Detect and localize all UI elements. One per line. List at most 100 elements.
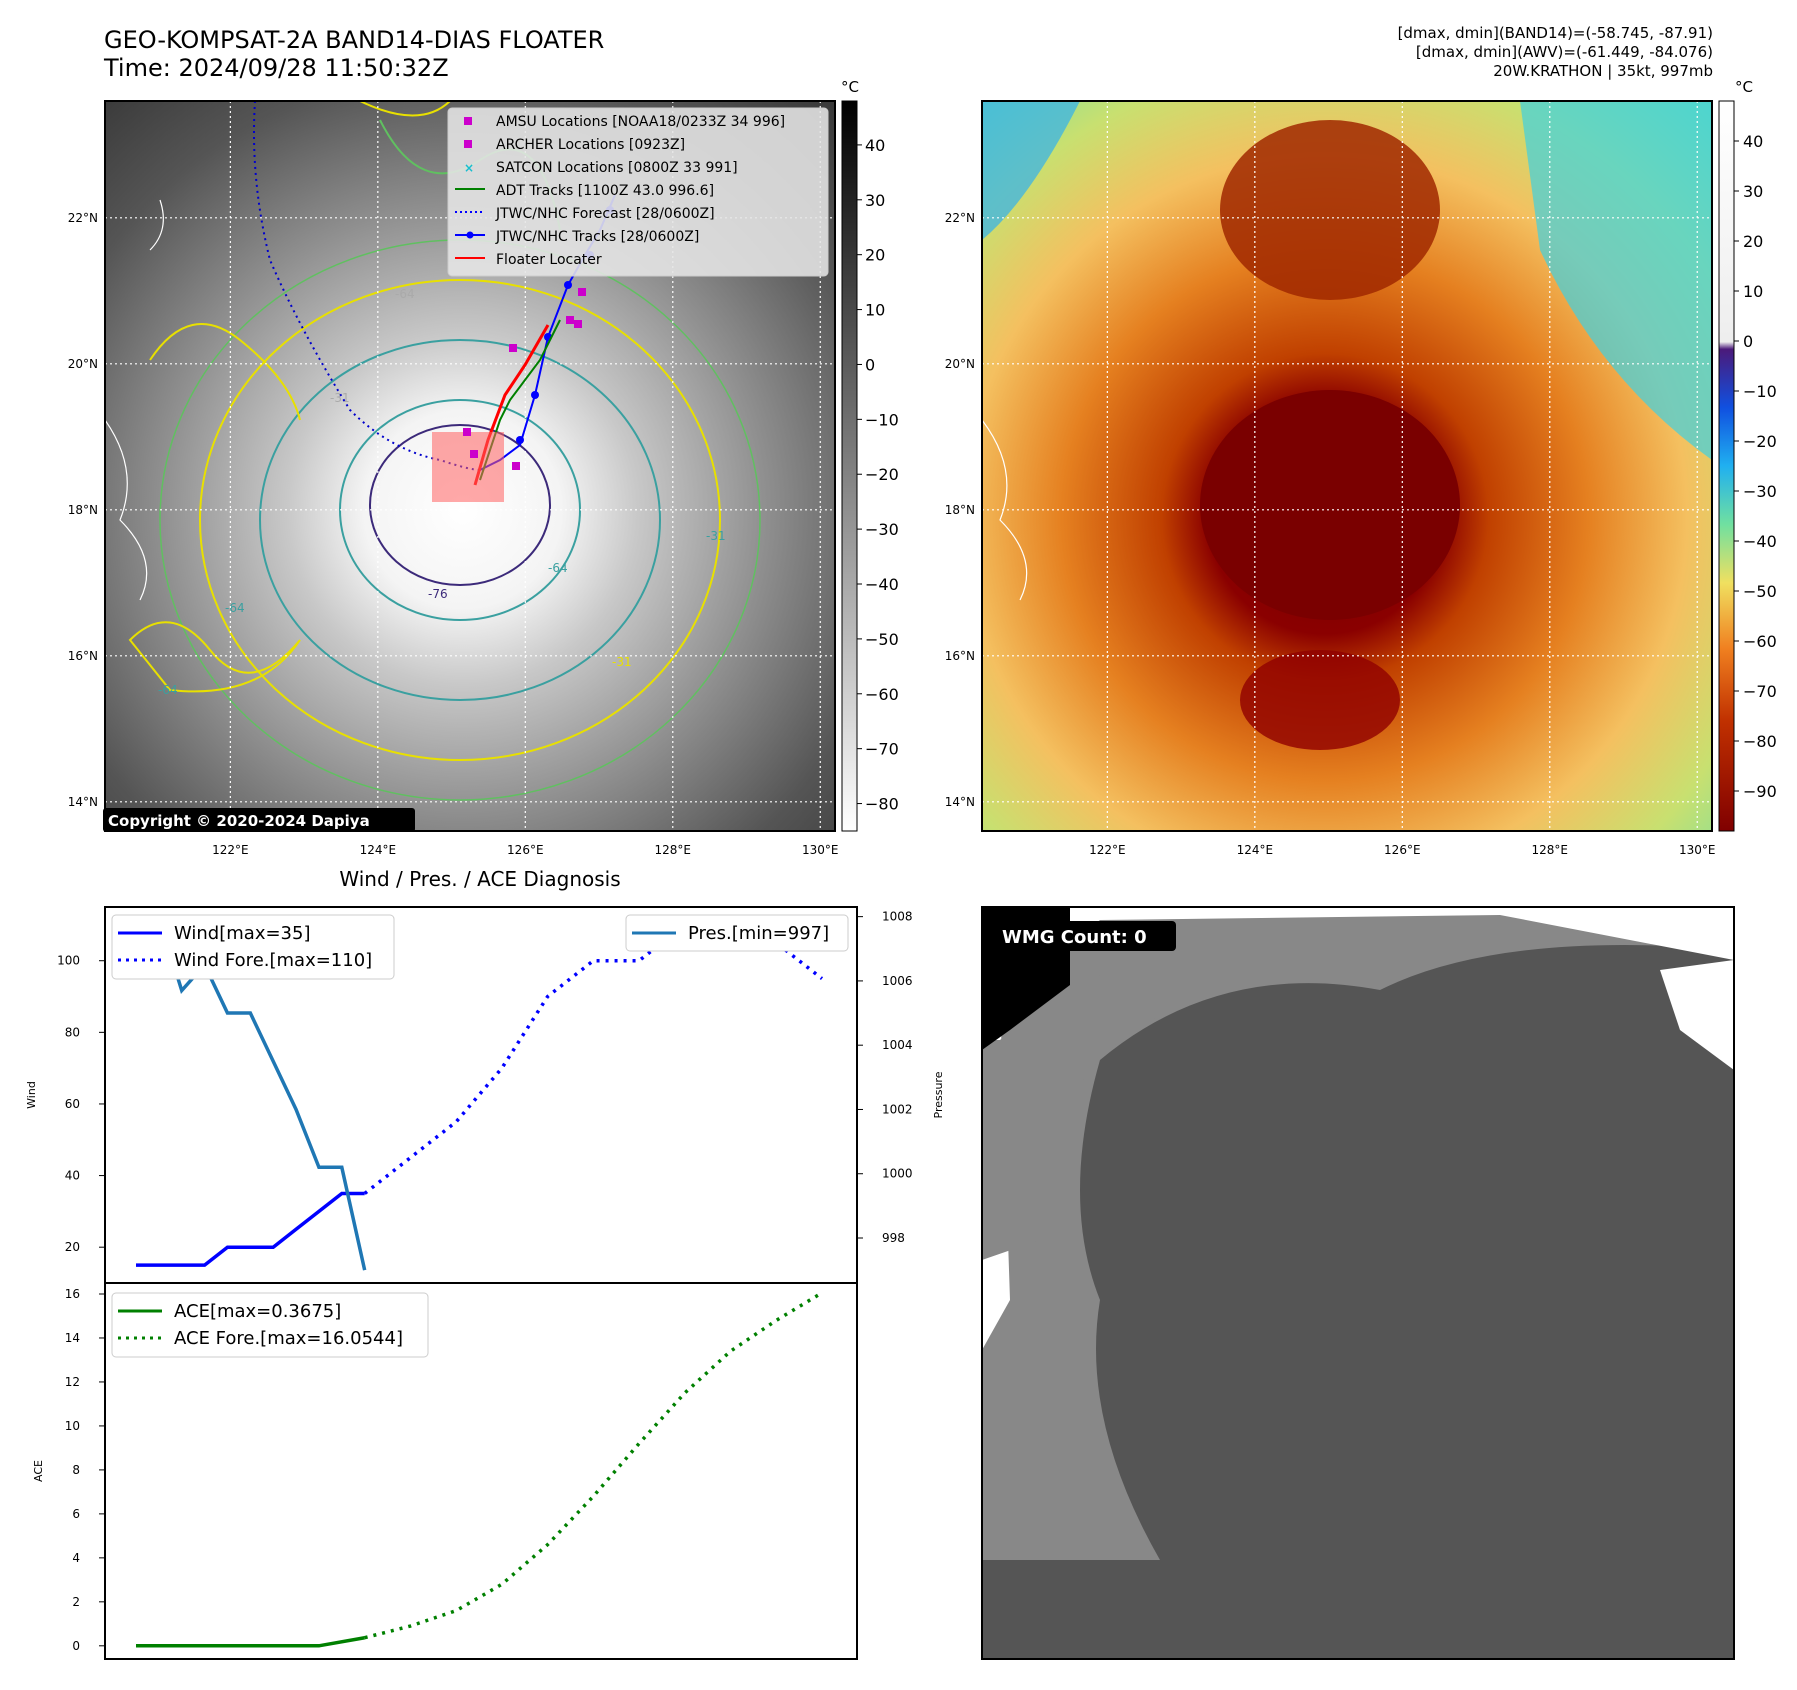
jtwc-forecast-track: [253, 100, 481, 471]
wind-tick-label: 40: [65, 1169, 80, 1183]
map-legend: × AMSU Locations [NOAA18/0233Z 34 996] A…: [447, 107, 829, 277]
awv-colorbar-unit: °C: [1735, 78, 1753, 96]
wmg-count-box: [994, 921, 1176, 951]
legend-marker-satcon: ×: [464, 161, 474, 175]
legend-label-floater: Floater Locater: [496, 252, 602, 268]
copyright-box: [103, 808, 415, 832]
gray-colorbar-tick: −50: [865, 630, 899, 649]
gray-colorbar-tick: 40: [865, 136, 885, 155]
awv-colorbar-tick: 0: [1743, 332, 1753, 351]
legend-marker-amsu: [464, 117, 472, 125]
wind-pressure-chart: Wind / Pres. / ACE Diagnosis Wind Pressu…: [25, 867, 945, 1284]
legend-windfore-label: Wind Fore.[max=110]: [174, 950, 372, 971]
lat-tick-label: 16°N: [945, 649, 975, 663]
wind-legend: Wind[max=35] Wind Fore.[max=110] Pres.[m…: [111, 914, 849, 980]
wind-tick-label: 20: [65, 1240, 80, 1254]
gray-colorbar-tick: −40: [865, 575, 899, 594]
contour-label: -64: [158, 683, 178, 697]
legend-pressure-label: Pres.[min=997]: [688, 923, 829, 944]
ir-map-frame: [104, 100, 836, 832]
wind-ylabel: Wind: [25, 1081, 38, 1109]
awv-colorbar-tick: −50: [1743, 582, 1777, 601]
lon-tick-label: 124°E: [1237, 843, 1274, 857]
contour-label: -64: [395, 287, 415, 301]
contour-label: -31: [706, 529, 726, 543]
ace-tick-label: 4: [72, 1551, 80, 1565]
legend-ace-label: ACE[max=0.3675]: [174, 1301, 341, 1322]
pressure-tick-label: 1006: [882, 974, 913, 988]
ace-ylabel: ACE: [32, 1460, 45, 1482]
lon-tick-label: 128°E: [1532, 843, 1569, 857]
wind-tick-label: 100: [57, 954, 80, 968]
lon-tick-label: 124°E: [360, 843, 397, 857]
wmg-count-label: WMG Count: 0: [1002, 927, 1147, 948]
ace-series-line-0: [136, 1636, 365, 1648]
gray-colorbar-tick: −70: [865, 740, 899, 759]
legend-wind-label: Wind[max=35]: [174, 923, 311, 944]
gray-colorbar-tick: 0: [865, 355, 875, 374]
gray-colorbar-tick: 10: [865, 301, 885, 320]
series-line-0: [136, 1191, 365, 1267]
lat-tick-label: 22°N: [945, 211, 975, 225]
ace-tick-label: 8: [72, 1463, 80, 1477]
gray-colorbar-tick: −80: [865, 795, 899, 814]
ace-tick-label: 6: [72, 1507, 80, 1521]
gray-colorbar: °C 40 30 20 10 0 −10 −20 −30 −40 −50 −60 −70 −80: [841, 78, 899, 832]
lon-tick-label: 130°E: [802, 843, 839, 857]
awv-map-frame: [981, 100, 1713, 832]
legend-label-archer: ARCHER Locations [0923Z]: [496, 137, 685, 153]
legend-label-tracks: JTWC/NHC Tracks [28/0600Z]: [495, 229, 699, 245]
stats-block: [dmax, dmin](BAND14)=(-58.745, -87.91) […: [1398, 24, 1713, 81]
awv-colorbar-tick: −20: [1743, 432, 1777, 451]
lat-tick-label: 18°N: [945, 503, 975, 517]
awv-colorbar-tick: −30: [1743, 482, 1777, 501]
lon-tick-label: 122°E: [212, 843, 249, 857]
ace-tick-label: 2: [72, 1595, 80, 1609]
gray-colorbar-tick: 30: [865, 191, 885, 210]
pressure-tick-label: 1002: [882, 1102, 913, 1116]
contour-label: -64: [548, 561, 568, 575]
gray-colorbar-tick: −30: [865, 520, 899, 539]
ir-map-panel: -64 -76 -64 -31 -64 -31 -31 -64 Copyrigh…: [103, 100, 836, 832]
wmg-frame: [981, 906, 1735, 1660]
gray-colorbar-unit: °C: [841, 78, 859, 96]
pressure-tick-label: 998: [882, 1231, 905, 1245]
contour-label: -31: [612, 655, 632, 669]
wind-tick-label: 60: [65, 1097, 80, 1111]
contour-label: -76: [428, 587, 448, 601]
lat-tick-label: 20°N: [945, 357, 975, 371]
awv-colorbar: °C 40 30 20 10 0 −10 −20 −30 −40 −50 −60 −70 −80 −90: [1718, 78, 1777, 832]
map-axis-ticks: 22°N 22°N 20°N 20°N 18°N 18°N 16°N 16°N 14°N 14°N…: [68, 211, 1716, 857]
awv-map-gridlines: [982, 101, 1712, 831]
lon-tick-label: 126°E: [507, 843, 544, 857]
awv-colorbar-tick: −70: [1743, 682, 1777, 701]
ace-tick-label: 0: [72, 1639, 80, 1653]
ace-tick-label: 16: [65, 1287, 80, 1301]
copyright-text: Copyright © 2020-2024 Dapiya: [108, 812, 370, 830]
awv-colorbar-tick: 40: [1743, 132, 1763, 151]
awv-map-features: [982, 101, 1712, 750]
gray-colorbar-tick: 20: [865, 246, 885, 265]
awv-colorbar-tick: −40: [1743, 532, 1777, 551]
wmg-panel: WMG Count: 0: [981, 906, 1735, 1660]
wind-tick-label: 80: [65, 1025, 80, 1039]
lat-tick-label: 18°N: [68, 503, 98, 517]
awv-colorbar-tick: −80: [1743, 732, 1777, 751]
stats-awv: [dmax, dmin](AWV)=(-61.449, -84.076): [1415, 43, 1713, 61]
awv-colorbar-tick: −90: [1743, 782, 1777, 801]
ace-tick-label: 12: [65, 1375, 80, 1389]
awv-colorbar-tick: 10: [1743, 282, 1763, 301]
diagnosis-title: Wind / Pres. / ACE Diagnosis: [339, 867, 620, 891]
ace-chart: ACE 0 2 4 6 8 10 12 14 16 ACE[max=0.3675] ACE Fo…: [32, 1282, 858, 1660]
lon-tick-label: 122°E: [1089, 843, 1126, 857]
legend-label-adt: ADT Tracks [1100Z 43.0 996.6]: [496, 183, 714, 199]
gray-colorbar-tick: −10: [865, 410, 899, 429]
ace-tick-label: 14: [65, 1331, 80, 1345]
gray-colorbar-tick: −60: [865, 685, 899, 704]
pressure-ylabel: Pressure: [932, 1071, 945, 1118]
pressure-tick-label: 1008: [882, 910, 913, 924]
title-time: Time: 2024/09/28 11:50:32Z: [104, 54, 449, 82]
awv-colorbar-tick: 30: [1743, 182, 1763, 201]
pressure-tick-label: 1004: [882, 1038, 913, 1052]
